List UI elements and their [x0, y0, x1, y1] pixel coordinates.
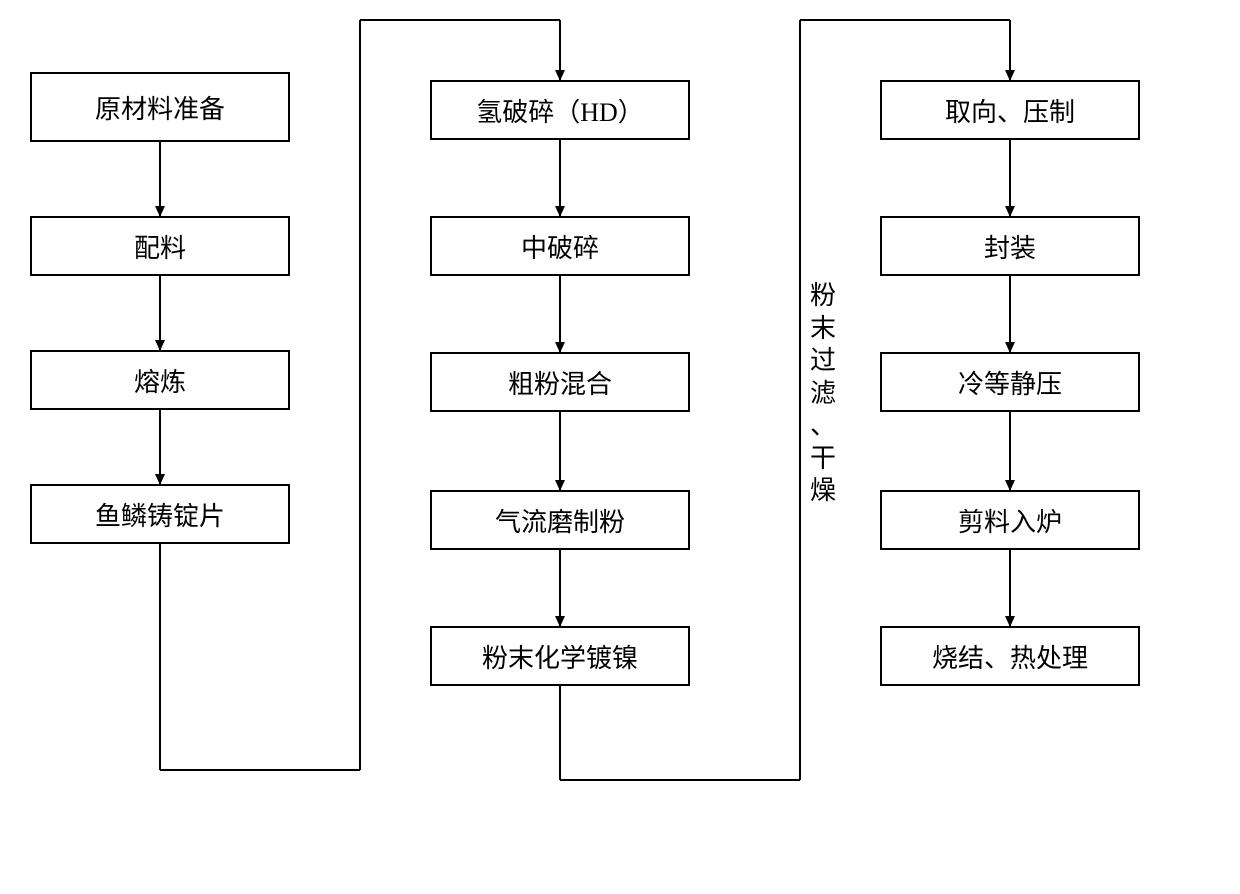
node-n9: 粉末化学镀镍 [430, 626, 690, 686]
node-n14: 烧结、热处理 [880, 626, 1140, 686]
node-n8: 气流磨制粉 [430, 490, 690, 550]
node-n7: 粗粉混合 [430, 352, 690, 412]
node-n5: 氢破碎（HD） [430, 80, 690, 140]
node-n4: 鱼鳞铸锭片 [30, 484, 290, 544]
node-n1: 原材料准备 [30, 72, 290, 142]
node-n11: 封装 [880, 216, 1140, 276]
node-n6: 中破碎 [430, 216, 690, 276]
node-n13: 剪料入炉 [880, 490, 1140, 550]
node-n10: 取向、压制 [880, 80, 1140, 140]
node-n12: 冷等静压 [880, 352, 1140, 412]
node-n3: 熔炼 [30, 350, 290, 410]
edge-label-powder-filter-dry: 粉末过滤、干燥 [810, 280, 836, 508]
node-n2: 配料 [30, 216, 290, 276]
